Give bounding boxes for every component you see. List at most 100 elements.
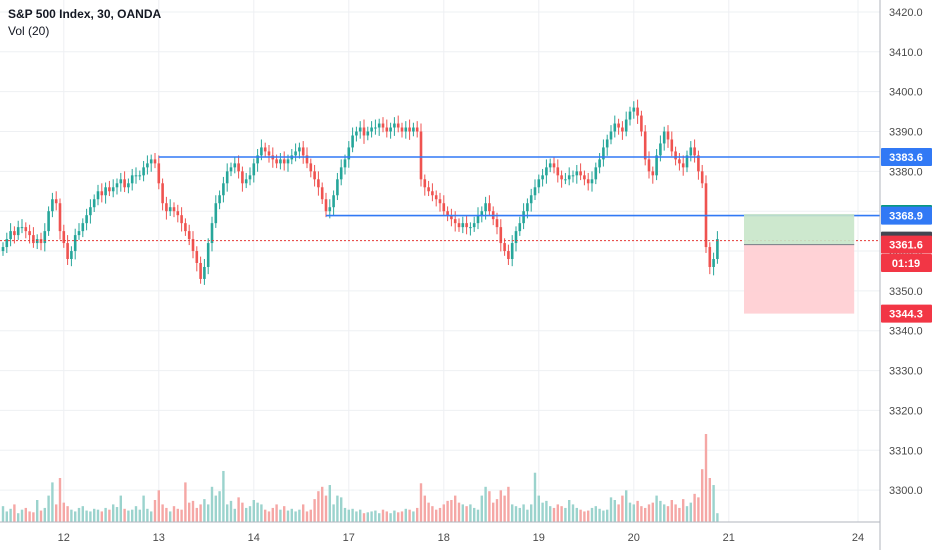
volume-bar <box>362 513 366 522</box>
volume-bar <box>518 507 521 522</box>
volume-bar <box>400 511 404 522</box>
price-tag <box>881 304 932 323</box>
candle-body <box>294 151 297 156</box>
volume-bar <box>100 511 103 522</box>
candle-body <box>111 187 115 192</box>
volume-bar <box>560 506 563 522</box>
volume-bar <box>503 495 506 522</box>
volume-bar <box>408 509 411 522</box>
x-tick-label: 24 <box>852 532 864 544</box>
volume-bar <box>77 507 81 522</box>
candle-body <box>317 179 320 188</box>
volume-bar <box>541 502 544 522</box>
x-tick-label: 19 <box>533 532 545 544</box>
volume-bar <box>549 506 552 522</box>
candle-body <box>480 211 484 216</box>
candle-body <box>647 159 651 172</box>
candle-body <box>328 207 332 212</box>
volume-bar <box>438 507 442 522</box>
volume-bar <box>180 509 183 522</box>
volume-bar <box>9 508 12 522</box>
candle-body <box>165 203 168 212</box>
volume-bar <box>689 502 692 522</box>
volume-bar <box>663 504 666 522</box>
candle-body <box>716 239 719 260</box>
candle-body <box>693 147 696 156</box>
candle-body <box>419 131 423 180</box>
volume-bar <box>469 504 472 522</box>
volume-bar <box>214 495 217 522</box>
volume-bar <box>374 510 377 522</box>
volume-bar <box>13 504 16 522</box>
volume-bar <box>203 499 206 522</box>
volume-bar <box>286 510 290 522</box>
chart-legend: S&P 500 Index, 30, OANDA Vol (20) <box>8 6 161 40</box>
candle-body <box>374 127 377 129</box>
volume-bar <box>514 506 518 522</box>
volume-bar <box>484 486 487 522</box>
candle-body <box>244 179 248 184</box>
volume-bar <box>17 513 20 522</box>
volume-bar <box>545 500 548 522</box>
volume-bar <box>416 507 419 522</box>
volume-bar <box>431 506 434 522</box>
volume-bar <box>575 507 578 522</box>
candle-body <box>1 247 5 252</box>
candle-body <box>62 231 66 244</box>
volume-bar <box>112 504 115 522</box>
candle-body <box>567 175 571 180</box>
candle-body <box>168 207 172 212</box>
volume-bar <box>343 507 347 522</box>
volume-bar <box>397 512 400 522</box>
volume-bar <box>476 509 480 522</box>
volume-bar <box>252 500 255 522</box>
candle-body <box>442 203 446 212</box>
candle-body <box>681 163 685 168</box>
candle-body <box>305 155 309 164</box>
candle-body <box>556 167 560 176</box>
volume-bar <box>533 472 537 522</box>
candle-body <box>560 175 563 180</box>
price-tag-label: 3368.9 <box>889 211 923 223</box>
candle-body <box>85 215 88 224</box>
drawn-lines[interactable] <box>0 156 880 314</box>
candle-body <box>142 167 145 176</box>
candle-body <box>518 223 522 232</box>
volume-bar <box>613 500 616 522</box>
candle-body <box>450 215 453 220</box>
candle-body <box>571 175 575 177</box>
y-tick-label: 3380.0 <box>889 166 923 178</box>
volume-bar <box>492 502 495 522</box>
volume-bar <box>218 491 221 522</box>
candle-body <box>548 163 552 168</box>
volume-bar <box>157 490 160 522</box>
candle-body <box>130 175 134 184</box>
volume-bars <box>1 434 719 522</box>
volume-bar <box>628 502 632 522</box>
x-tick-label: 17 <box>343 532 355 544</box>
candle-body <box>100 191 104 196</box>
candle-body <box>484 203 487 212</box>
candle-body <box>229 167 233 172</box>
candle-body <box>712 259 715 267</box>
candle-body <box>54 199 58 204</box>
candle-body <box>73 235 77 252</box>
volume-bar <box>655 495 658 522</box>
y-tick-label: 3350.0 <box>889 286 923 298</box>
candle-body <box>51 199 54 212</box>
candle-body <box>377 123 381 128</box>
volume-bar <box>385 511 388 522</box>
volume-bar <box>233 508 236 522</box>
candle-body <box>465 223 468 228</box>
x-tick-label: 14 <box>248 532 260 544</box>
candle-body <box>526 203 529 212</box>
price-tag <box>881 147 932 166</box>
candle-body <box>146 163 149 168</box>
volume-bar <box>93 508 96 522</box>
volume-bar <box>419 483 423 522</box>
price-tag-label: 3344.3 <box>889 309 923 321</box>
y-tick-label: 3300.0 <box>889 485 923 497</box>
candle-body <box>210 223 214 244</box>
volume-bar <box>495 499 499 522</box>
